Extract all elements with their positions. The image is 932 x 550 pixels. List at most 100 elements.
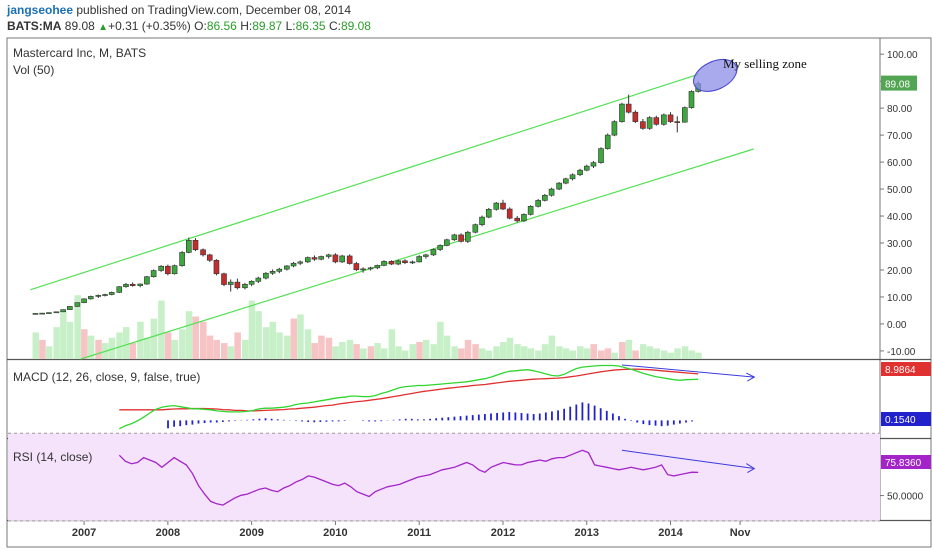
up-arrow-icon: ▲: [98, 22, 109, 33]
volume-bar: [269, 321, 277, 359]
rsi-pane[interactable]: 50.0000 75.8360: [8, 432, 931, 522]
volume-bar: [556, 346, 563, 359]
volume-bar: [116, 332, 123, 359]
candle-body: [674, 121, 681, 123]
candle-body: [213, 259, 220, 275]
close-value: 89.08: [340, 19, 371, 33]
rsi-arrow-head: [746, 463, 756, 473]
candle-body: [150, 270, 157, 278]
candle-body: [242, 283, 248, 289]
volume-bar: [185, 311, 193, 359]
volume-bar: [451, 346, 458, 359]
author-link[interactable]: jangseohee: [7, 3, 74, 17]
x-tick-label: 2010: [323, 527, 347, 539]
last-price-tag: [881, 75, 917, 91]
close-label: C:: [328, 19, 341, 33]
macd-value-label: 8.9864: [885, 365, 916, 376]
x-tick-label: 2008: [156, 527, 180, 539]
volume-title: Vol (50): [13, 63, 54, 77]
candle-body: [493, 202, 500, 210]
selling-zone-annotation[interactable]: My selling zone: [723, 56, 807, 71]
time-axis[interactable]: 2007 2008 2009 2010 2011 2012 2013 2014 Nov: [72, 521, 752, 539]
candle-body: [311, 257, 318, 260]
candle-body: [402, 260, 408, 264]
price-tick-label: 70.00: [887, 131, 912, 142]
candle-body: [123, 283, 129, 288]
volume-bar: [108, 337, 116, 359]
volume-bar: [255, 311, 262, 359]
volume-bar: [499, 342, 507, 359]
x-tick-label: 2013: [575, 527, 599, 539]
volume-bar: [158, 300, 165, 359]
candle-body: [590, 162, 597, 167]
candle-body: [32, 313, 39, 315]
candle-body: [416, 256, 423, 263]
channel-lower-line: [80, 148, 754, 360]
volume-bar: [688, 350, 695, 359]
volume-bar: [388, 329, 396, 359]
candle-body: [339, 255, 345, 263]
candle-body: [458, 234, 464, 242]
volume-bar: [311, 343, 318, 359]
chart-header: jangseohee published on TradingView.com,…: [0, 0, 932, 36]
candle-body: [464, 231, 471, 242]
candle-body: [200, 249, 206, 256]
volume-bar: [87, 335, 95, 359]
x-tick-label: 2012: [491, 527, 515, 539]
volume-bar: [297, 314, 304, 359]
symbol-label[interactable]: BATS:MA: [7, 19, 62, 33]
volume-bar: [416, 342, 423, 359]
macd-divergence-arrow: [621, 364, 755, 378]
volume-bar: [443, 335, 451, 359]
candle-body: [87, 296, 94, 300]
candle-body: [569, 174, 576, 180]
rsi-line: [118, 449, 699, 506]
signal-value-label: 0.1540: [885, 415, 916, 426]
volume-bar: [74, 295, 81, 359]
candle-body: [640, 121, 646, 129]
price-tick-label: -10.00: [887, 347, 916, 358]
volume-bar: [562, 348, 570, 359]
volume-bar: [213, 339, 220, 359]
volume-bar: [353, 344, 360, 359]
macd-pane[interactable]: 8.9864 0.1540: [119, 362, 931, 430]
last-price: 89.08: [64, 19, 95, 33]
macd-value-tag: [881, 362, 931, 376]
candle-body: [619, 103, 625, 122]
volume-bar: [81, 329, 88, 359]
volume-bar: [150, 318, 158, 359]
low-value: 86.35: [295, 19, 326, 33]
volume-bar: [409, 344, 417, 359]
candle-body: [325, 254, 332, 257]
candle-body: [186, 240, 192, 253]
volume-bar: [332, 346, 339, 359]
volume-bar: [346, 339, 354, 359]
candle-body: [116, 286, 123, 293]
volume-bar: [646, 346, 654, 359]
candle-body: [137, 283, 144, 286]
candle-body: [527, 206, 534, 215]
candle-body: [556, 182, 562, 190]
volume-bar: [639, 344, 647, 359]
volume-bar: [374, 343, 381, 359]
candle-body: [577, 169, 583, 176]
candle-body: [39, 312, 45, 315]
candle-body: [206, 254, 213, 261]
price-pane[interactable]: -10.00 0.00 10.00 20.00 30.00 40.00 50.00 60.00…: [30, 50, 918, 360]
volume-bar: [360, 348, 367, 359]
publish-line: jangseohee published on TradingView.com,…: [7, 3, 351, 17]
volume-bar: [60, 311, 67, 359]
candle-body: [395, 260, 402, 265]
price-tick-label: 60.00: [887, 158, 912, 169]
x-tick-label: 2009: [239, 527, 263, 539]
candle-body: [681, 107, 688, 123]
candle-body: [500, 202, 506, 210]
volume-bar: [66, 321, 74, 359]
volume-bar: [318, 335, 325, 359]
candle-body: [472, 224, 479, 233]
price-tick-label: 0.00: [887, 320, 907, 331]
candle-body: [409, 261, 416, 264]
candle-body: [346, 255, 353, 264]
candle-body: [255, 277, 262, 282]
